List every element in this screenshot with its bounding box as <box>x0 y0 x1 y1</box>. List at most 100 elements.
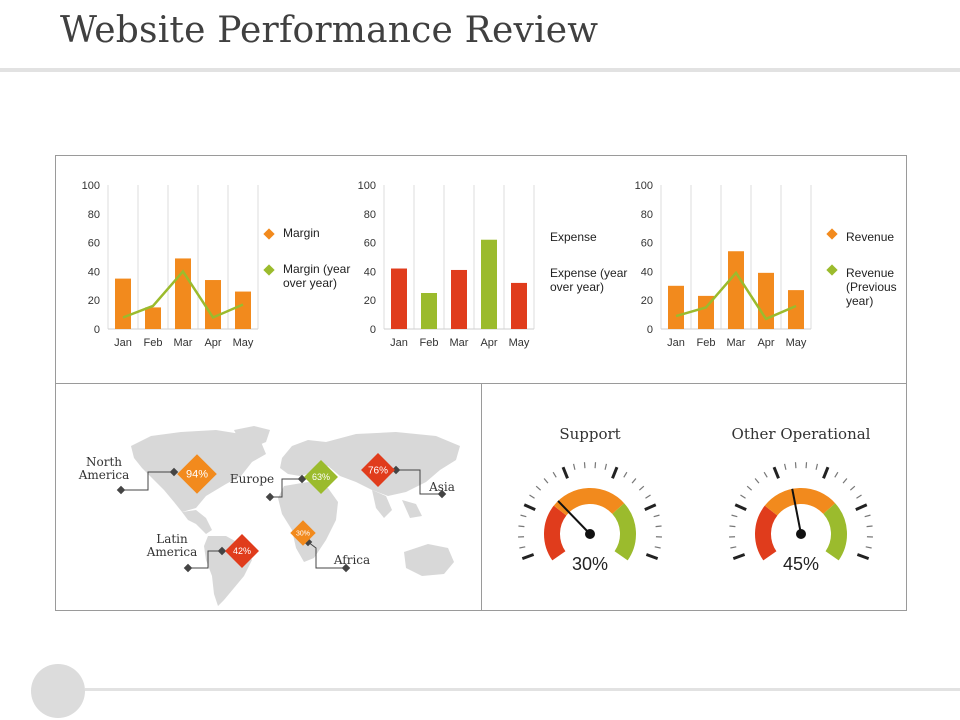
gauge-tick <box>521 553 535 561</box>
x-tick-label: Apr <box>204 337 221 349</box>
x-tick-label: May <box>233 337 254 349</box>
x-tick-label: Feb <box>144 337 163 349</box>
x-tick-label: May <box>509 337 530 349</box>
y-tick-label: 20 <box>641 295 653 307</box>
callout-connector <box>307 541 346 569</box>
gauge-tick <box>653 514 660 518</box>
gauge-band <box>611 503 636 561</box>
gauge-tick <box>654 546 661 549</box>
footer-circle <box>31 664 85 718</box>
legend-label: Revenue (Previous year) <box>846 266 897 308</box>
x-tick-label: Jan <box>114 337 132 349</box>
series-line <box>122 269 244 320</box>
x-tick-label: Apr <box>757 337 774 349</box>
gauge-tick <box>535 485 542 491</box>
callout-endpoint <box>265 492 275 502</box>
gauge-tick <box>572 463 576 470</box>
x-tick-label: Mar <box>174 337 193 349</box>
gauge-tick <box>732 553 746 561</box>
gauge-needle <box>791 488 802 535</box>
other-operational-gauge: Other Operational 45% <box>729 425 873 574</box>
gauge-tick <box>623 471 628 478</box>
gauge-tick <box>552 471 557 478</box>
bar <box>175 258 191 329</box>
gauge-tick <box>729 525 736 528</box>
y-tick-label: 60 <box>641 238 653 250</box>
legend-label: Margin (year over year) <box>283 262 351 290</box>
y-tick-label: 40 <box>364 266 376 278</box>
legend-label: Margin <box>283 226 320 240</box>
legend-item-margin-yoy: Margin (year over year) <box>263 262 363 290</box>
callout-endpoint <box>341 563 351 573</box>
margin-chart: 0 20 40 60 80 100 Jan Feb Mar Apr May <box>82 180 259 349</box>
callout-endpoint <box>297 474 307 484</box>
footer-divider <box>85 688 960 691</box>
x-tick-label: Feb <box>697 337 716 349</box>
callout-endpoint <box>116 485 126 495</box>
y-tick-label: 60 <box>88 238 100 250</box>
gauge-band <box>544 505 567 561</box>
revenue-chart: 0 20 40 60 80 100 Jan Feb Mar Apr May <box>635 180 812 349</box>
callout-endpoint <box>391 465 401 475</box>
gauge-tick <box>638 485 645 491</box>
gauge-tick <box>604 463 608 470</box>
gauge-band <box>822 503 847 561</box>
callout-endpoint <box>437 489 447 499</box>
gauge-tick <box>518 525 525 528</box>
gauge-tick <box>543 478 549 484</box>
bar <box>511 282 527 329</box>
callout-connector <box>396 469 442 495</box>
legend-label: Revenue <box>846 230 895 244</box>
gauge-tick <box>529 494 535 499</box>
callout-connector <box>188 550 222 569</box>
x-tick-label: May <box>786 337 807 349</box>
bar <box>788 290 804 329</box>
legend-label: Expense <box>550 230 597 244</box>
legend-item-margin: Margin <box>263 226 363 240</box>
callout-endpoint <box>169 467 179 477</box>
gauge-tick <box>631 478 637 484</box>
gauge-tick <box>865 546 872 549</box>
gauge-tick <box>866 525 873 528</box>
region-value-label: 76% <box>368 465 388 476</box>
gauge-tick <box>856 553 870 561</box>
gauge-tick <box>763 471 768 478</box>
x-tick-label: Jan <box>667 337 685 349</box>
callout-connector <box>270 478 302 498</box>
gauge-tick <box>734 503 747 511</box>
gauge-tick <box>655 525 662 528</box>
gauge-tick <box>815 463 819 470</box>
gauge-tick <box>822 466 830 479</box>
bar <box>451 269 467 329</box>
panel-divider-vertical <box>481 383 482 611</box>
region-value-label: 63% <box>312 472 330 482</box>
legend-item-expense-yoy: Expense (year over year) <box>550 266 630 294</box>
y-tick-label: 60 <box>364 238 376 250</box>
legend-label: Expense (year over year) <box>550 266 628 294</box>
region-label-africa: Africa <box>333 553 370 567</box>
callout-endpoint <box>183 563 193 573</box>
bar <box>668 285 684 329</box>
expense-chart: 0 20 40 60 80 100 Jan Feb Mar Apr May <box>358 180 535 349</box>
gauge-tick <box>523 503 536 511</box>
region-value-label: 94% <box>186 469 208 481</box>
gauge-tick <box>520 514 527 518</box>
bar <box>421 293 437 329</box>
page-title: Website Performance Review <box>60 10 599 51</box>
bar <box>205 280 221 329</box>
bar <box>391 268 407 329</box>
gauge-band <box>764 488 836 516</box>
gauge-band <box>553 488 625 516</box>
y-tick-label: 20 <box>88 295 100 307</box>
region-value-diamond <box>225 534 259 568</box>
y-tick-label: 20 <box>364 295 376 307</box>
world-map-landmass <box>131 426 460 606</box>
y-tick-label: 40 <box>88 266 100 278</box>
gauge-tick <box>856 494 862 499</box>
y-tick-label: 40 <box>641 266 653 278</box>
legend-item-expense: Expense <box>550 230 630 244</box>
x-tick-label: Mar <box>727 337 746 349</box>
gauge-tick <box>730 546 737 549</box>
bar <box>758 272 774 329</box>
gauge-tick <box>561 466 569 479</box>
